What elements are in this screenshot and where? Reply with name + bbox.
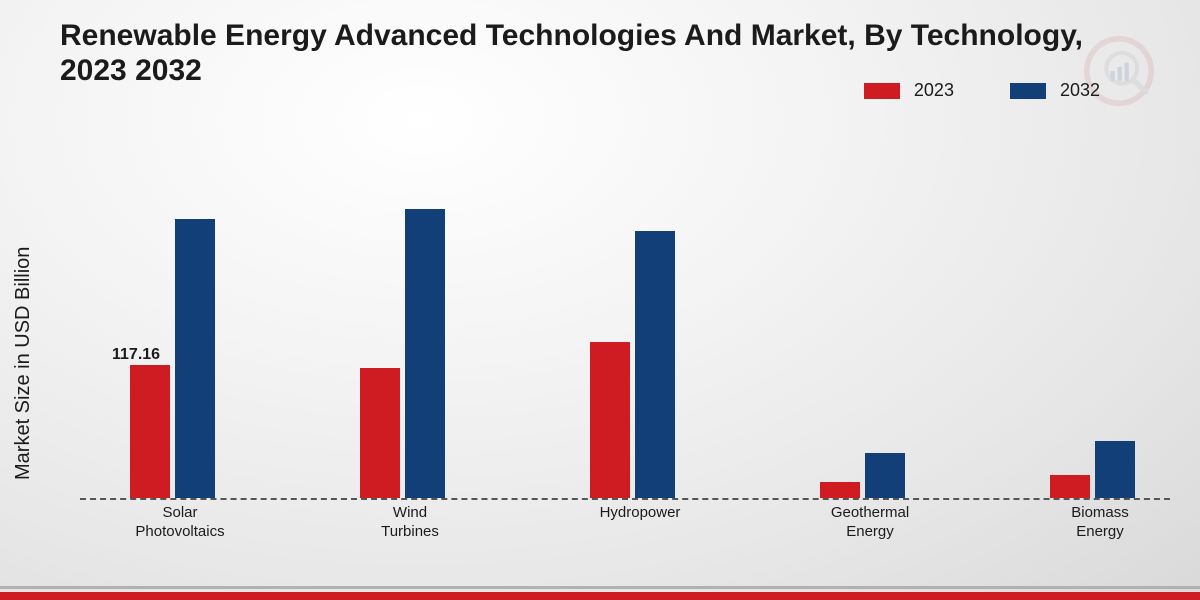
chart-title: Renewable Energy Advanced Technologies A… bbox=[60, 18, 1140, 89]
bar-2032 bbox=[865, 453, 905, 498]
bar-2023 bbox=[360, 368, 400, 498]
bar-group bbox=[580, 160, 700, 500]
bar-group bbox=[350, 160, 470, 500]
bar-group bbox=[120, 160, 240, 500]
bar-2032 bbox=[405, 209, 445, 498]
footer-stripe bbox=[0, 592, 1200, 600]
legend-label-2023: 2023 bbox=[914, 80, 954, 101]
x-tick-label: SolarPhotovoltaics bbox=[120, 504, 240, 542]
x-axis-labels: SolarPhotovoltaics WindTurbines Hydropower… bbox=[80, 504, 1170, 554]
bar-2023 bbox=[1050, 475, 1090, 498]
bar-2023 bbox=[590, 342, 630, 498]
bar-value-label: 117.16 bbox=[112, 346, 160, 364]
legend-swatch-2023 bbox=[864, 83, 900, 99]
bar-2023 bbox=[130, 365, 170, 498]
legend-item-2032: 2032 bbox=[1010, 80, 1100, 101]
x-tick-label: WindTurbines bbox=[350, 504, 470, 542]
legend: 2023 2032 bbox=[864, 80, 1100, 101]
legend-swatch-2032 bbox=[1010, 83, 1046, 99]
y-axis-label: Market Size in USD Billion bbox=[12, 247, 35, 480]
bar-2032 bbox=[635, 231, 675, 498]
legend-item-2023: 2023 bbox=[864, 80, 954, 101]
bar-group bbox=[810, 160, 930, 500]
chart-plot-area: 117.16 bbox=[80, 160, 1170, 500]
bar-group bbox=[1040, 160, 1160, 500]
footer-bar bbox=[0, 586, 1200, 600]
x-tick-label: Hydropower bbox=[580, 504, 700, 523]
x-tick-label: BiomassEnergy bbox=[1040, 504, 1160, 542]
bar-2023 bbox=[820, 482, 860, 498]
bar-2032 bbox=[1095, 441, 1135, 498]
legend-label-2032: 2032 bbox=[1060, 80, 1100, 101]
x-tick-label: GeothermalEnergy bbox=[810, 504, 930, 542]
bar-2032 bbox=[175, 219, 215, 498]
